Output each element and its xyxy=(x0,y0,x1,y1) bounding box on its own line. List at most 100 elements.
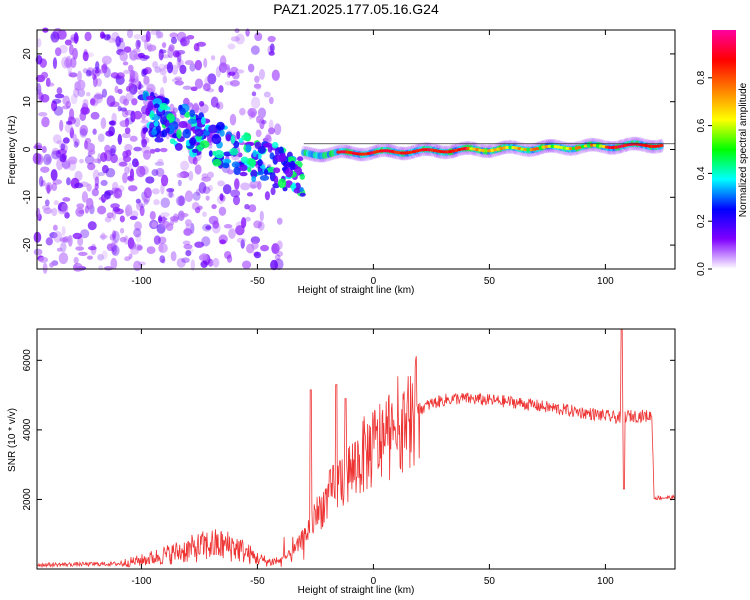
heatmap-cell xyxy=(271,141,279,149)
heatmap-cell xyxy=(212,257,220,268)
heatmap-cell xyxy=(141,138,148,148)
heatmap-cell xyxy=(135,161,140,167)
heatmap-cell xyxy=(134,221,142,231)
colorbar: 0.0 0.2 0.4 0.6 0.8 Normalized spectral ampl… xyxy=(696,30,749,276)
heatmap-cell xyxy=(192,148,199,153)
heatmap-cell xyxy=(77,88,86,98)
heatmap-cell xyxy=(125,204,133,217)
heatmap-cell xyxy=(50,169,58,181)
heatmap-cell xyxy=(38,111,48,117)
heatmap-cell xyxy=(195,188,201,196)
heatmap-cell xyxy=(62,197,71,202)
heatmap-cell xyxy=(222,184,232,195)
heatmap-cell xyxy=(250,169,258,179)
heatmap-cell xyxy=(277,178,287,189)
heatmap-cell xyxy=(246,192,254,197)
heatmap-cell xyxy=(264,134,272,144)
heatmap-cell xyxy=(117,105,122,112)
heatmap-cell xyxy=(219,55,227,68)
snr-y-axis-label: SNR (10 * v/v) xyxy=(7,408,18,472)
heatmap-cell xyxy=(211,134,222,145)
heatmap-cell xyxy=(92,128,97,135)
heatmap-cell xyxy=(79,124,89,136)
heatmap-cell xyxy=(240,156,249,164)
heatmap-cell xyxy=(110,242,117,252)
heatmap-cell xyxy=(212,158,222,167)
colorbar-tick-label: 0.4 xyxy=(696,166,707,180)
heatmap-cell xyxy=(169,32,178,39)
heatmap-cell xyxy=(61,203,69,215)
heatmap-cell xyxy=(128,253,133,259)
heatmap-cell xyxy=(214,150,224,159)
heatmap-cell xyxy=(265,133,272,141)
heatmap-cell xyxy=(86,142,96,153)
heatmap-cell xyxy=(151,188,160,195)
heatmap-cell xyxy=(84,31,92,42)
heatmap-cell xyxy=(128,176,135,182)
heatmap-cell xyxy=(79,158,84,164)
heatmap-cell xyxy=(143,75,150,85)
heatmap-cell xyxy=(147,42,153,53)
heatmap-cell xyxy=(72,232,82,240)
heatmap-cell xyxy=(229,79,240,87)
heatmap-cell xyxy=(149,148,156,154)
heatmap-cell xyxy=(179,212,189,218)
heatmap-cell xyxy=(296,156,304,162)
heatmap-cell xyxy=(261,119,267,125)
heatmap-cell xyxy=(189,109,196,118)
heatmap-cell xyxy=(56,140,65,145)
heatmap-cell xyxy=(142,149,152,160)
heatmap-cell xyxy=(159,87,165,99)
heatmap-cell xyxy=(92,75,98,88)
heatmap-cell xyxy=(165,127,170,134)
heatmap-cell xyxy=(177,78,183,87)
heatmap-cell xyxy=(78,251,88,257)
heatmap-cell xyxy=(95,61,100,71)
heatmap-cell xyxy=(56,247,63,252)
heatmap-cell xyxy=(108,120,116,126)
heatmap-cell xyxy=(139,205,145,217)
heatmap-cell xyxy=(53,200,59,206)
heatmap-cell xyxy=(230,36,241,42)
heatmap-cell xyxy=(112,230,120,243)
heatmap-cell xyxy=(184,60,194,66)
heatmap-cell xyxy=(160,212,170,218)
heatmap-cell xyxy=(146,246,156,255)
heatmap-cell xyxy=(176,129,182,139)
heatmap-cell xyxy=(62,95,70,106)
heatmap-cell xyxy=(57,148,67,155)
heatmap-cell xyxy=(182,128,192,139)
heatmap-cell xyxy=(244,204,250,210)
heatmap-cell xyxy=(259,175,270,181)
heatmap-cell xyxy=(146,95,155,101)
heatmap-cell xyxy=(51,147,60,156)
heatmap-cell xyxy=(135,198,141,204)
heatmap-cell xyxy=(94,183,99,190)
heatmap-cell xyxy=(229,147,239,156)
heatmap-cell xyxy=(173,107,178,114)
heatmap-cell xyxy=(152,61,159,69)
spectrogram-x-tick-label: -50 xyxy=(250,276,265,287)
heatmap-cell xyxy=(158,48,164,61)
heatmap-cell xyxy=(269,96,274,105)
heatmap-cell xyxy=(87,221,97,231)
heatmap-cell xyxy=(257,221,265,231)
heatmap-cell xyxy=(97,153,102,165)
heatmap-cell xyxy=(52,224,58,231)
heatmap-cell xyxy=(276,240,283,250)
heatmap-cell xyxy=(196,41,207,47)
heatmap-cell xyxy=(234,28,240,34)
heatmap-cell xyxy=(168,189,173,198)
heatmap-cell xyxy=(78,209,85,214)
heatmap-cell xyxy=(34,142,43,150)
heatmap-cell xyxy=(192,157,198,165)
heatmap-cell xyxy=(52,57,58,70)
heatmap-cell xyxy=(127,185,138,192)
spectrogram-y-tick-label: 10 xyxy=(22,96,33,108)
heatmap-cell xyxy=(106,212,114,219)
heatmap-cell xyxy=(276,250,284,257)
heatmap-cell xyxy=(255,129,262,138)
heatmap-cell xyxy=(257,159,263,167)
